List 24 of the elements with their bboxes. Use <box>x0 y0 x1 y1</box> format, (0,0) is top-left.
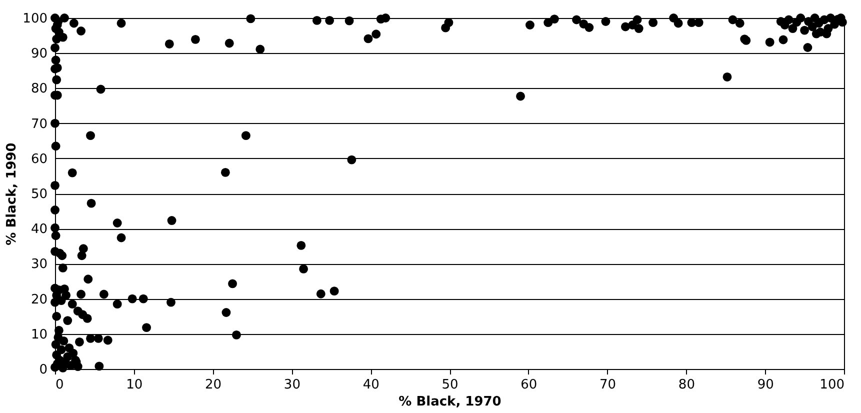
x-tick-label: 0 <box>56 378 64 392</box>
x-tick-label: 90 <box>757 378 774 392</box>
y-tick-label: 90 <box>30 46 48 62</box>
y-tick-label: 100 <box>22 12 48 26</box>
y-tick-label: 70 <box>30 116 48 132</box>
x-tick-label: 70 <box>600 378 616 392</box>
x-axis-title: % Black, 1970 <box>398 394 502 410</box>
x-tick-label: 60 <box>520 378 538 392</box>
x-tick-label: 40 <box>362 378 380 392</box>
x-tick-label: 50 <box>442 378 458 392</box>
y-axis-title: % Black, 1990 <box>4 142 20 246</box>
y-tick-label: 40 <box>30 222 48 238</box>
x-tick-label: 20 <box>205 378 222 392</box>
x-tick-label: 30 <box>284 378 300 392</box>
y-tick-label: 30 <box>30 257 48 272</box>
y-tick-label: 80 <box>30 82 48 97</box>
x-tick-label: 100 <box>820 378 844 392</box>
y-tick-label: 20 <box>30 292 48 308</box>
y-tick-label: 0 <box>39 362 48 378</box>
x-tick-label: 80 <box>678 378 695 392</box>
y-tick-label: 50 <box>30 187 48 202</box>
x-tick-label: 10 <box>126 378 143 392</box>
y-tick-label: 10 <box>30 327 48 342</box>
y-tick-label: 60 <box>30 152 48 167</box>
